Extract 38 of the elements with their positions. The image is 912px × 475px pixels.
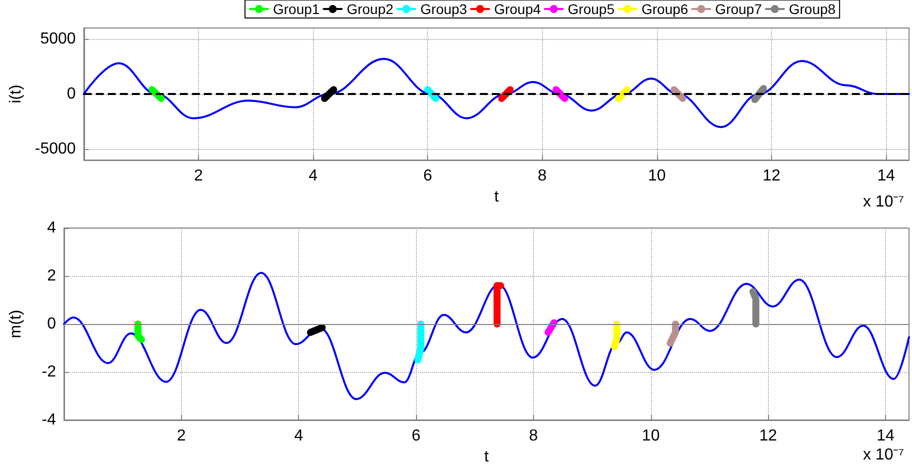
x-tick-label: 8	[538, 168, 547, 185]
x-tick-label: 14	[876, 428, 895, 444]
legend-label: Group3	[420, 1, 468, 17]
y-tick-label: 2	[47, 268, 56, 284]
x-tick-label: 12	[762, 168, 780, 185]
x-tick-label: 6	[423, 168, 432, 185]
y-tick-label: 4	[47, 220, 56, 236]
x-axis-title: t	[484, 448, 490, 466]
x-tick-label: 4	[294, 428, 304, 444]
line-series	[82, 58, 910, 128]
legend-label: Group7	[715, 1, 762, 17]
legend-label: Group2	[346, 1, 394, 17]
y-axis-title: m(t)	[8, 310, 24, 338]
x-tick-label: 10	[648, 168, 666, 185]
legend-label: Group8	[788, 1, 836, 17]
legend-label: Group5	[568, 1, 615, 17]
y-tick-label: 0	[66, 86, 76, 103]
text: x 10⁻⁷	[862, 194, 904, 210]
x-tick-label: 4	[308, 168, 318, 185]
y-axis-title: i(t)	[8, 84, 24, 104]
y-tick-label: -4	[42, 412, 56, 428]
x-tick-label: 2	[194, 168, 203, 185]
text: x 10⁻⁷	[862, 446, 904, 464]
legend-label: Group6	[641, 1, 688, 17]
x-tick-label: 8	[528, 428, 538, 444]
legend-label: Group1	[273, 1, 320, 17]
x-axis-title: t	[494, 188, 500, 206]
x-tick-label: 12	[759, 428, 778, 444]
x-tick-label: 10	[642, 428, 660, 444]
y-tick-label: -5000	[34, 140, 76, 158]
line-series	[63, 272, 910, 400]
legend-label: Group4	[494, 1, 541, 17]
y-tick-label: 5000	[40, 30, 76, 48]
x-tick-label: 14	[877, 168, 896, 185]
y-tick-label: -2	[42, 364, 56, 380]
x-tick-label: 2	[176, 428, 186, 444]
x-tick-label: 6	[412, 428, 421, 444]
y-tick-label: 0	[47, 316, 56, 332]
